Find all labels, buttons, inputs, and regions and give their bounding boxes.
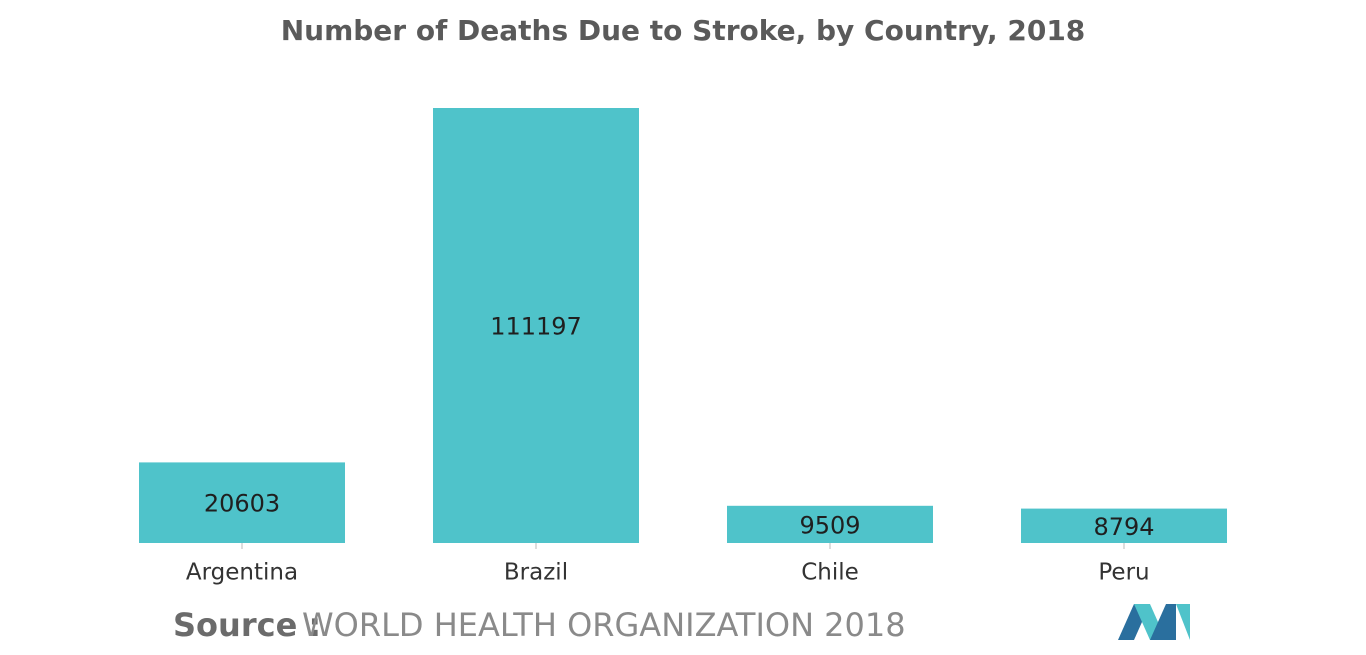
logo [1118,604,1190,640]
bar [1021,508,1227,543]
bar [433,108,639,543]
source-label: Source : [173,606,321,644]
x-tick-label: Peru [1098,560,1149,586]
value-label: 8794 [1093,513,1154,541]
x-tick-label: Argentina [186,560,298,586]
x-tick-label: Brazil [504,560,568,586]
source: WORLD HEALTH ORGANIZATION 2018 [302,606,906,644]
bar [727,505,933,543]
value-label: 111197 [490,313,582,341]
value-label: 9509 [799,511,860,539]
bar [139,462,345,543]
value-label: 20603 [204,490,280,518]
x-tick-label: Chile [801,560,859,586]
chart-title: Number of Deaths Due to Stroke, by Count… [281,14,1086,47]
